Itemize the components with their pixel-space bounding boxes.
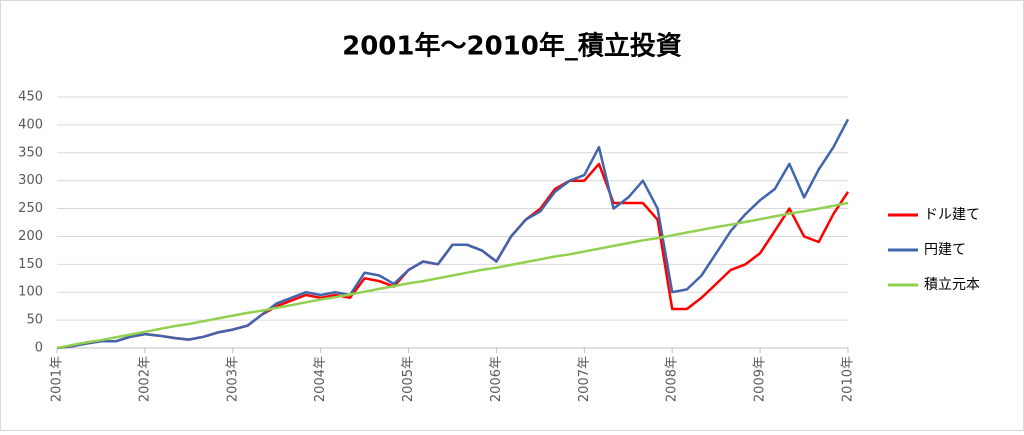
- series-line: [56, 201, 849, 350]
- x-tick-label: 2007年: [577, 356, 592, 402]
- series-line: [56, 118, 850, 350]
- legend-label: 積立元本: [924, 277, 980, 293]
- y-tick-label: 300: [18, 173, 43, 188]
- x-tick-label: 2005年: [401, 356, 416, 402]
- x-tick-label: 2006年: [489, 356, 504, 402]
- y-tick-label: 0: [35, 341, 43, 356]
- x-tick-label: 2009年: [753, 356, 768, 402]
- y-tick-label: 100: [18, 285, 43, 300]
- x-tick-label: 2001年: [50, 356, 65, 402]
- x-tick-label: 2004年: [313, 356, 328, 402]
- y-tick-label: 200: [18, 229, 43, 244]
- x-tick-label: 2003年: [225, 356, 240, 402]
- x-tick-label: 2002年: [137, 356, 152, 402]
- y-tick-label: 450: [18, 90, 43, 105]
- y-tick-label: 150: [18, 257, 43, 272]
- y-tick-label: 250: [18, 201, 43, 216]
- legend-label: 円建て: [924, 242, 966, 258]
- y-tick-label: 350: [18, 145, 43, 160]
- chart-title: 2001年～2010年_積立投資: [342, 31, 682, 62]
- x-tick-label: 2010年: [841, 356, 856, 402]
- x-tick-label: 2008年: [665, 356, 680, 402]
- legend-label: ドル建て: [924, 207, 980, 223]
- y-tick-label: 400: [18, 117, 43, 132]
- y-tick-label: 50: [26, 313, 43, 328]
